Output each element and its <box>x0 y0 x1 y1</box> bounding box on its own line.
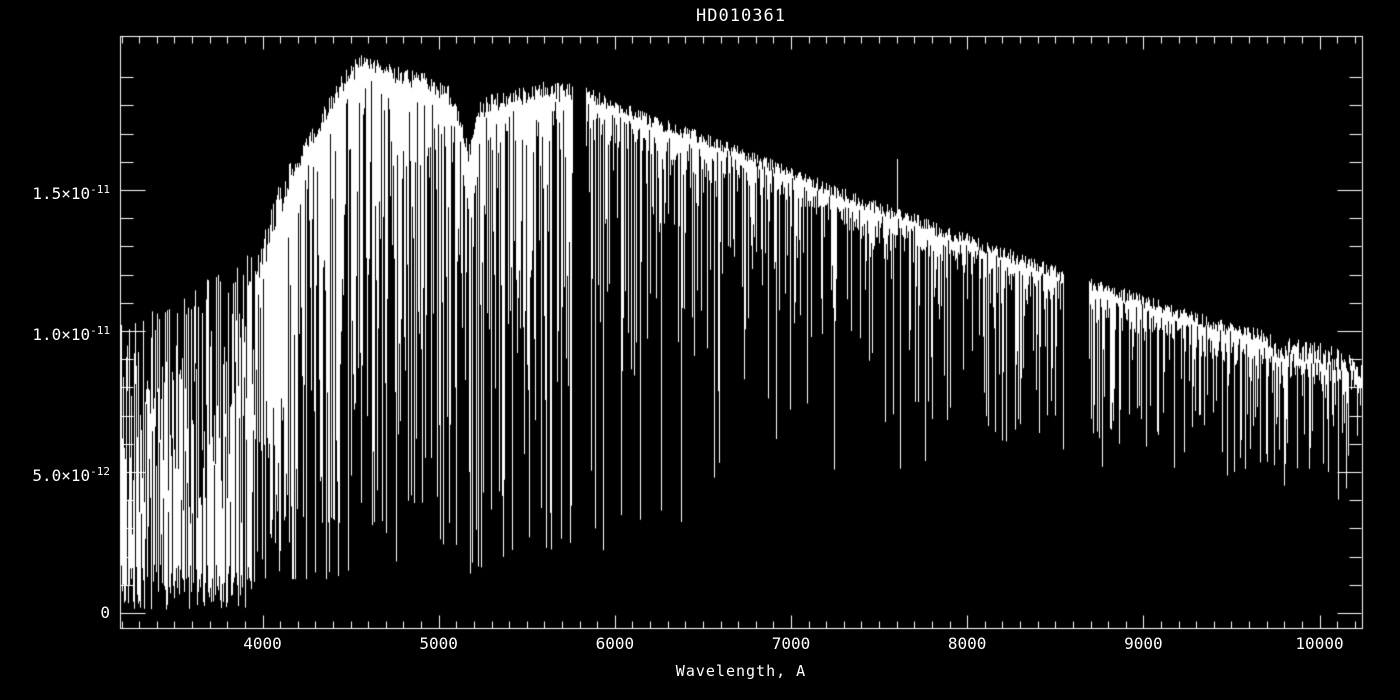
y-tick-label-1: 5.0×10-12 <box>32 465 110 485</box>
x-tick-label-7000: 7000 <box>771 634 811 653</box>
x-tick-label-6000: 6000 <box>595 634 635 653</box>
y-tick-label-3: 1.5×10-11 <box>32 183 110 203</box>
x-tick-label-8000: 8000 <box>947 634 987 653</box>
x-tick-label-5000: 5000 <box>419 634 458 653</box>
x-tick-label-4000: 4000 <box>243 634 282 653</box>
y-tick-label-0: 0 <box>100 603 110 622</box>
y-tick-label-2: 1.0×10-11 <box>32 324 110 344</box>
x-tick-label-10000: 10000 <box>1295 634 1344 653</box>
x-axis-label: Wavelength, A <box>675 662 807 680</box>
plot-title: HD010361 <box>696 6 786 26</box>
x-tick-label-9000: 9000 <box>1124 634 1163 653</box>
